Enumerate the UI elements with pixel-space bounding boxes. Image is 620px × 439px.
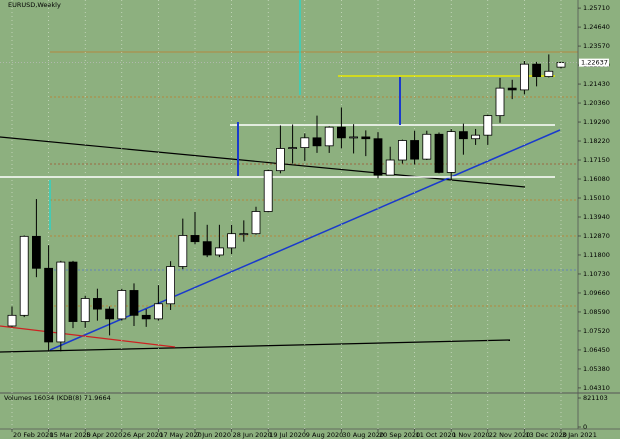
candle-body [422,133,432,160]
candle-body [361,136,371,140]
candle-body [19,235,29,316]
y-tick-label: 1.10730 [583,270,610,278]
candle-body [214,247,224,256]
y-tick-label: 1.19290 [583,118,610,126]
candle-body [483,115,493,136]
indicator-tick-label: 0 [583,423,587,431]
candle-body [263,170,273,212]
x-tick-label: 22 Nov 2020 [489,431,531,439]
y-tick-label: 1.23570 [583,42,610,50]
candle-body [312,137,322,147]
x-tick-label: 17 May 2020 [159,431,201,439]
candle-body [178,235,188,267]
y-tick-label: 1.07520 [583,327,610,335]
y-tick-label: 1.09660 [583,289,610,297]
candle-body [141,314,151,320]
candle-body [251,211,261,235]
candle-body [288,147,298,149]
candle-body [458,131,468,140]
x-tick-label: 20 Feb 2020 [13,431,53,439]
candle-body [349,136,359,139]
candle-body [520,63,529,91]
y-tick-label: 1.25710 [583,4,610,12]
candle-body [239,233,249,236]
y-tick-label: 1.24640 [583,23,610,31]
candle-body [93,298,102,310]
y-tick-label: 1.12870 [583,232,610,240]
candle-body [166,266,176,305]
chart-title: EURUSD,Weekly [8,1,61,9]
candle-body [532,63,541,77]
candle-body [410,140,420,160]
candle-body [385,159,395,176]
x-tick-label: 30 Aug 2020 [342,431,384,439]
x-tick-label: 5 Apr 2020 [86,431,122,439]
candle-body [300,137,310,148]
trend-line [0,136,526,188]
y-tick-label: 1.13940 [583,213,610,221]
x-tick-label: 7 Jun 2020 [196,431,231,439]
y-tick-label: 1.20360 [583,99,610,107]
indicator-title: Volumes 16034 (KDB(8) 71.9664 [4,394,111,402]
candle-body [80,298,90,322]
x-tick-label: 11 Oct 2020 [416,431,456,439]
candle-body [7,314,17,327]
candle-body [190,235,200,243]
indicator-tick-label: 821103 [583,394,608,402]
candle-body [397,140,407,161]
candle-body [495,87,505,117]
candle-body [153,303,163,320]
x-tick-label: 13 Dec 2020 [525,431,567,439]
y-tick-label: 1.05380 [583,365,610,373]
trend-line [0,339,511,353]
candle-body [544,70,554,77]
candle-body [105,308,114,320]
x-tick-label: 3 Jan 2021 [562,431,597,439]
x-tick-label: 26 Apr 2020 [123,431,163,439]
candle-body [275,148,285,172]
candle-body [117,290,127,320]
candle-body [44,267,53,343]
y-tick-label: 1.08590 [583,308,610,316]
candle-body [324,126,334,147]
candle-body [434,133,444,173]
candle-body [32,235,41,269]
x-tick-label: 1 Nov 2020 [452,431,490,439]
candle-body [68,261,78,322]
y-tick-label: 1.21430 [583,80,610,88]
price-tag-label: 1.22637 [581,59,608,67]
candle-body [446,131,456,173]
candle-body [202,241,212,256]
x-tick-label: 9 Aug 2020 [306,431,344,439]
candle-body [129,290,139,316]
x-tick-label: 28 Jun 2020 [233,431,272,439]
y-tick-label: 1.17150 [583,156,610,164]
candle-body [227,233,237,249]
x-tick-label: 20 Sep 2020 [379,431,420,439]
candle-body [507,87,517,91]
y-tick-label: 1.06450 [583,346,610,354]
candle-body [556,62,566,68]
y-tick-label: 1.18220 [583,137,610,145]
candle-body [336,126,346,139]
trend-line [0,325,176,348]
candle-body [471,134,481,140]
candle-body [56,261,66,343]
x-tick-label: 19 Jul 2020 [269,431,306,439]
candle-body [373,138,383,176]
y-tick-label: 1.16080 [583,175,610,183]
y-tick-label: 1.04310 [583,384,610,392]
y-tick-label: 1.15010 [583,194,610,202]
y-tick-label: 1.11800 [583,251,610,259]
price-tag [579,58,609,67]
x-tick-label: 15 Mar 2020 [50,431,91,439]
